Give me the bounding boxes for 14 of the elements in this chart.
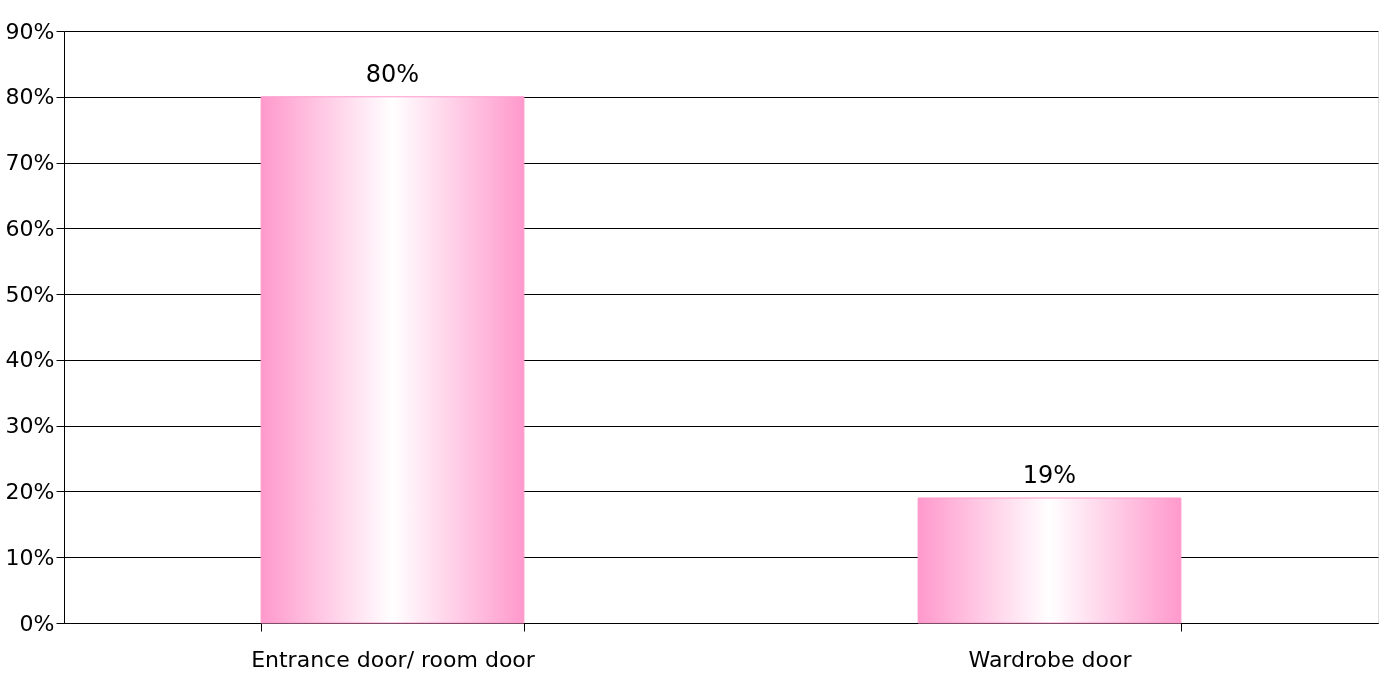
y-tick-label: 10% [5,544,55,570]
y-tick-label: 40% [5,347,55,373]
y-tick-label: 60% [5,215,55,241]
x-tick-label: Wardrobe door [968,646,1133,672]
x-tick-label: Entrance door/ room door [251,646,536,672]
y-tick-label: 70% [5,150,55,176]
y-tick-label: 50% [5,281,55,307]
y-tick-label: 90% [5,18,55,44]
y-tick-label: 30% [5,413,55,439]
y-tick-label: 20% [5,478,55,504]
data-label: 19% [1022,461,1077,490]
data-label: 80% [365,59,420,88]
y-tick-label: 80% [5,84,55,110]
y-tick-label: 0% [19,610,55,636]
